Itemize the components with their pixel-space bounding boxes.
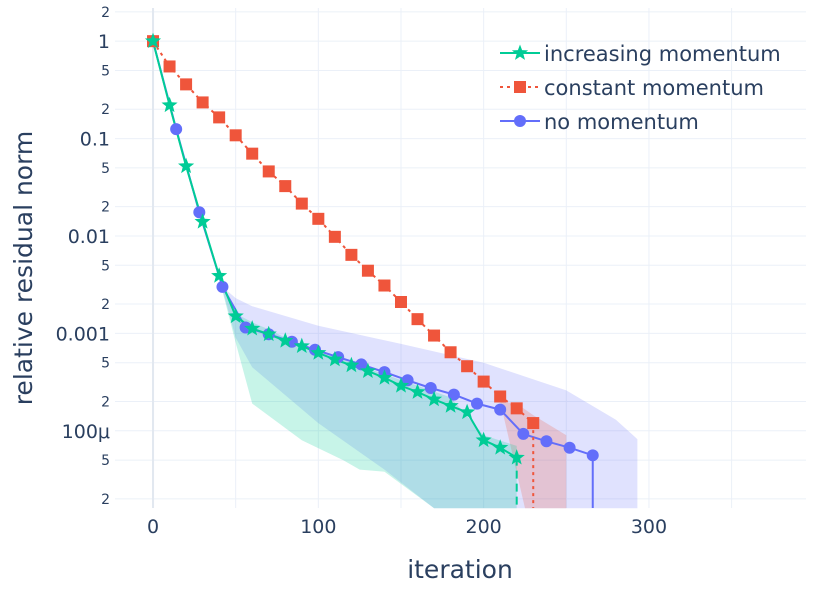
point-constant-momentum — [514, 81, 526, 93]
point-increasing-momentum — [310, 344, 327, 360]
point-constant-momentum — [312, 212, 325, 225]
y-tick-label-minor: 5 — [101, 453, 110, 469]
y-tick-label-minor: 5 — [101, 63, 110, 79]
series-markers — [144, 32, 599, 465]
point-increasing-momentum — [227, 307, 244, 324]
x-axis-title: iteration — [407, 555, 513, 584]
point-no-momentum — [355, 358, 368, 371]
x-tick-label: 300 — [631, 516, 667, 538]
point-no-momentum — [514, 115, 526, 127]
point-constant-momentum — [378, 279, 391, 292]
point-constant-momentum — [527, 417, 540, 430]
y-tick-label-minor: 2 — [101, 200, 110, 216]
point-constant-momentum — [428, 329, 441, 342]
y-tick-label-minor: 2 — [101, 394, 110, 410]
point-constant-momentum — [361, 264, 374, 277]
point-constant-momentum — [394, 295, 407, 308]
point-no-momentum — [540, 435, 553, 448]
point-constant-momentum — [213, 111, 226, 124]
point-constant-momentum — [196, 96, 209, 109]
point-increasing-momentum — [508, 449, 525, 465]
point-constant-momentum — [328, 230, 341, 243]
point-constant-momentum — [461, 360, 474, 373]
point-increasing-momentum — [492, 439, 509, 455]
x-tick-label: 200 — [466, 516, 502, 538]
point-increasing-momentum — [409, 383, 426, 399]
point-constant-momentum — [229, 129, 242, 142]
x-tick-label: 0 — [147, 516, 159, 538]
y-tick-label-minor: 2 — [101, 492, 110, 508]
point-constant-momentum — [246, 147, 259, 160]
point-constant-momentum — [295, 197, 308, 210]
y-axis-ticks: 1 0.1 0.01 0.001 100μ 2 5 2 5 2 5 2 5 2 5 2 — [56, 5, 110, 508]
point-increasing-momentum — [326, 351, 343, 367]
y-tick-label-minor: 2 — [101, 102, 110, 118]
band-no-momentum — [153, 41, 638, 509]
point-constant-momentum — [345, 248, 358, 261]
y-tick-label: 0.1 — [80, 129, 110, 151]
point-no-momentum — [517, 427, 530, 440]
point-no-momentum — [424, 381, 437, 394]
point-increasing-momentum — [392, 377, 410, 393]
point-no-momentum — [471, 397, 484, 410]
point-constant-momentum — [444, 346, 457, 359]
point-increasing-momentum — [475, 431, 492, 448]
point-no-momentum — [216, 280, 229, 293]
point-increasing-momentum — [442, 397, 459, 413]
point-no-momentum — [563, 441, 576, 454]
point-constant-momentum — [494, 390, 507, 403]
point-increasing-momentum — [459, 403, 476, 420]
point-constant-momentum — [279, 180, 292, 193]
point-increasing-momentum — [178, 157, 195, 174]
y-tick-label-minor: 5 — [101, 258, 110, 274]
point-increasing-momentum — [511, 44, 529, 60]
point-increasing-momentum — [194, 213, 211, 229]
point-increasing-momentum — [376, 369, 393, 385]
y-tick-label: 0.01 — [68, 226, 110, 248]
x-axis-ticks: 0 100 200 300 — [147, 516, 667, 538]
band-increasing-momentum — [153, 41, 517, 509]
point-increasing-momentum — [260, 325, 277, 342]
y-tick-label: 100μ — [62, 421, 110, 443]
point-constant-momentum — [510, 402, 523, 415]
point-increasing-momentum — [211, 267, 228, 283]
point-increasing-momentum — [293, 337, 310, 353]
point-increasing-momentum — [161, 96, 178, 113]
legend-label: no momentum — [544, 110, 699, 134]
point-constant-momentum — [180, 78, 193, 91]
point-increasing-momentum — [277, 332, 294, 348]
point-constant-momentum — [262, 165, 275, 178]
legend: increasing momentum constant momentum no m… — [500, 42, 781, 134]
point-increasing-momentum — [244, 320, 261, 336]
point-increasing-momentum — [144, 32, 162, 48]
point-increasing-momentum — [343, 356, 360, 373]
point-no-momentum — [494, 403, 507, 416]
point-increasing-momentum — [426, 390, 443, 407]
point-constant-momentum — [477, 375, 490, 388]
point-no-momentum — [586, 449, 599, 462]
point-no-momentum — [447, 388, 460, 401]
x-tick-label: 100 — [300, 516, 336, 538]
legend-label: increasing momentum — [544, 42, 781, 66]
point-no-momentum — [170, 123, 183, 136]
y-tick-label-minor: 2 — [101, 297, 110, 313]
point-constant-momentum — [411, 313, 424, 326]
y-axis-title: relative residual norm — [9, 131, 38, 406]
point-increasing-momentum — [359, 362, 376, 378]
y-tick-label: 0.001 — [56, 323, 110, 345]
legend-label: constant momentum — [544, 76, 764, 100]
y-tick-label-minor: 5 — [101, 161, 110, 177]
y-tick-label-minor: 5 — [101, 356, 110, 372]
y-tick-label: 1 — [98, 31, 110, 53]
y-tick-label-minor: 2 — [101, 5, 110, 21]
point-constant-momentum — [163, 60, 176, 73]
